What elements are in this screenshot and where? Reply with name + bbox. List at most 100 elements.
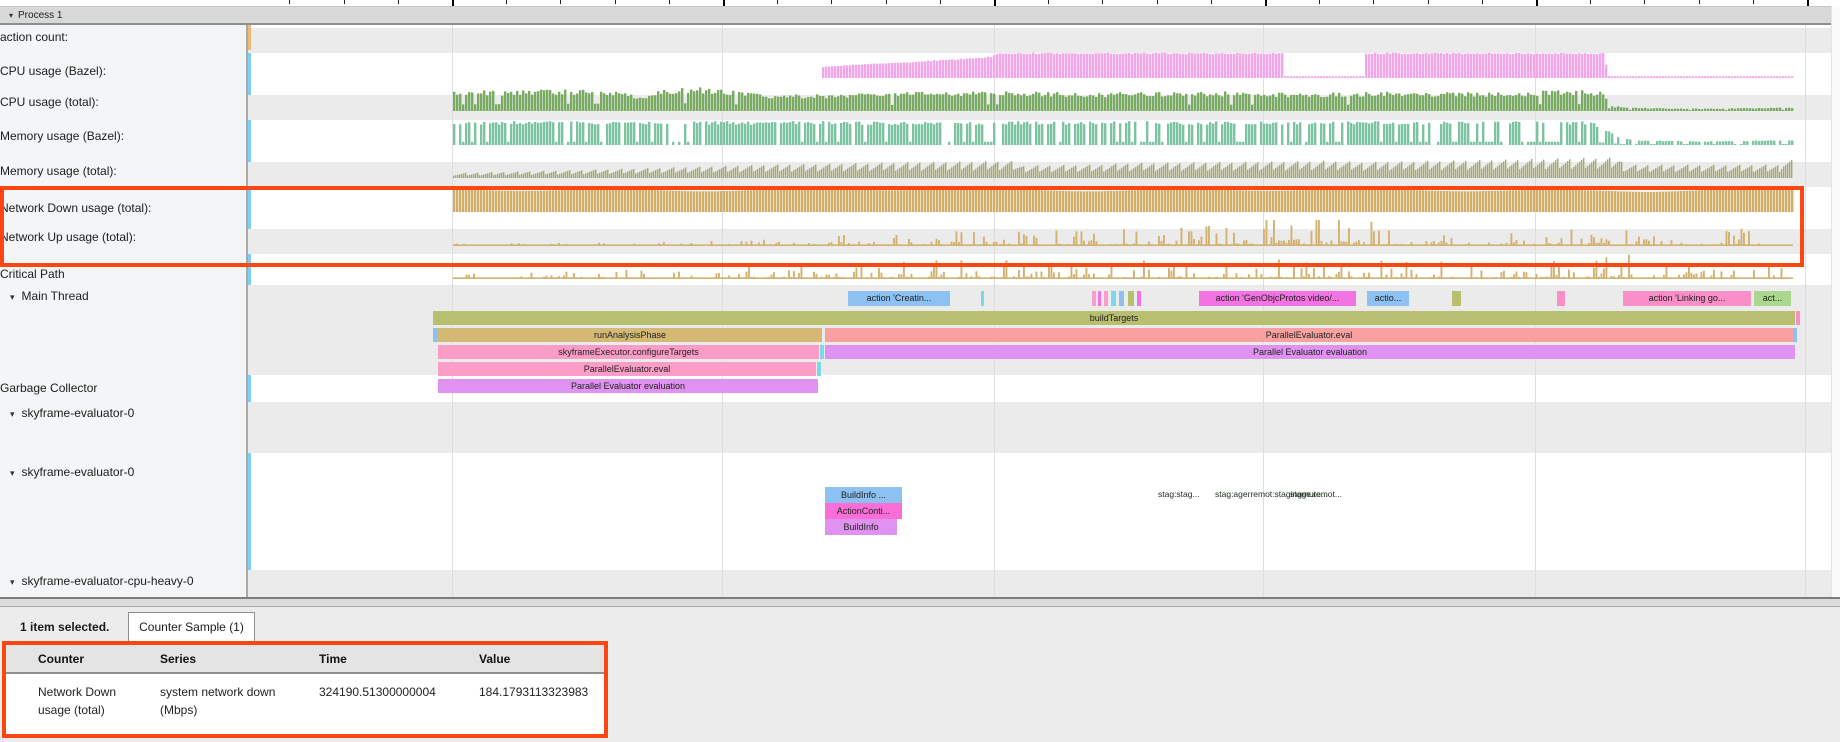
scrollbar-strip[interactable] xyxy=(1831,6,1840,597)
span-buildtargets[interactable]: buildTargets xyxy=(433,311,1795,325)
span-tick[interactable] xyxy=(1557,291,1565,306)
chart-net-down[interactable] xyxy=(248,220,1831,246)
span-buildinfo[interactable]: BuildInfo xyxy=(825,519,897,535)
selected-counter-sample-marker[interactable] xyxy=(248,25,251,50)
timeline-canvas[interactable]: action 'Creatin... action 'GenObjcProtos … xyxy=(248,25,1831,597)
span-tick[interactable] xyxy=(820,345,824,359)
span-tick[interactable] xyxy=(1793,328,1797,342)
span-tick[interactable] xyxy=(1104,291,1108,306)
track-label-main-thread[interactable]: ▾ Main Thread xyxy=(0,289,246,305)
track-label-action-count-[interactable]: action count: xyxy=(0,30,246,46)
table-row[interactable]: Network Down usage (total) system network… xyxy=(6,674,636,719)
column-header-time: Time xyxy=(319,651,347,666)
track-label-memory-usage-total-[interactable]: Memory usage (total): xyxy=(0,164,246,180)
gc-pause-tick[interactable] xyxy=(248,50,251,71)
span-skyframeexecutor-configuretargets[interactable]: skyframeExecutor.configureTargets xyxy=(438,345,819,359)
track-label-text: Main Thread xyxy=(21,289,89,303)
gridline xyxy=(1805,25,1806,597)
span-buildinfo-[interactable]: BuildInfo ... xyxy=(825,487,902,503)
chart-cpu-bazel[interactable] xyxy=(248,86,1831,111)
span-tick[interactable] xyxy=(1119,291,1124,306)
collapse-triangle-icon[interactable]: ▾ xyxy=(10,577,15,587)
gc-pause-tick[interactable] xyxy=(248,218,251,239)
chart-cpu-total[interactable] xyxy=(248,120,1831,145)
span-action-creatin-[interactable]: action 'Creatin... xyxy=(848,291,950,306)
ruler-tick xyxy=(1373,0,1375,4)
track-label-text: Network Down usage (total): xyxy=(0,201,152,215)
collapse-triangle-icon[interactable]: ▾ xyxy=(10,468,15,478)
track-label-text: skyframe-evaluator-0 xyxy=(21,406,135,420)
track-label-garbage-collector[interactable]: Garbage Collector xyxy=(0,381,246,397)
span-tick[interactable] xyxy=(433,328,438,342)
gc-pause-tick[interactable] xyxy=(248,113,251,134)
gc-pause-tick[interactable] xyxy=(248,134,251,155)
gc-pause-tick[interactable] xyxy=(248,365,251,386)
time-ruler[interactable] xyxy=(0,0,1840,6)
ruler-tick xyxy=(939,0,941,4)
span-action-linking-go-[interactable]: action 'Linking go... xyxy=(1623,291,1751,306)
ruler-tick xyxy=(723,0,725,6)
span-tick[interactable] xyxy=(1092,291,1096,306)
span-parallelevaluator-eval[interactable]: ParallelEvaluator.eval xyxy=(438,362,816,376)
ruler-tick xyxy=(614,0,616,4)
gc-pause-tick[interactable] xyxy=(248,491,251,512)
track-label-critical-path[interactable]: Critical Path xyxy=(0,267,246,283)
span-parallelevaluator-eval[interactable]: ParallelEvaluator.eval xyxy=(825,328,1793,342)
track-label-skyframe-evaluator-0[interactable]: ▾ skyframe-evaluator-0 xyxy=(0,406,246,422)
column-header-series: Series xyxy=(160,651,197,666)
gc-pause-tick[interactable] xyxy=(248,449,251,470)
collapse-triangle-icon[interactable]: ▾ xyxy=(10,409,15,419)
span-actio-[interactable]: actio... xyxy=(1367,291,1409,306)
span-runanalysisphase[interactable]: runAnalysisPhase xyxy=(438,328,822,342)
chart-action-count[interactable] xyxy=(248,52,1831,78)
staging-label: stag:agerremot:stagingmute... xyxy=(1215,489,1328,499)
span-tick[interactable] xyxy=(1137,291,1141,306)
span-parallel-evaluator-evaluation[interactable]: Parallel Evaluator evaluation xyxy=(825,345,1795,359)
track-label-cpu-usage-total-[interactable]: CPU usage (total): xyxy=(0,95,246,111)
gc-pause-tick[interactable] xyxy=(248,554,251,575)
gc-pause-tick[interactable] xyxy=(248,533,251,554)
track-label-network-up-usage-total-[interactable]: Network Up usage (total): xyxy=(0,230,246,246)
track-band xyxy=(248,402,1831,453)
span-parallel-evaluator-evaluation[interactable]: Parallel Evaluator evaluation xyxy=(438,379,818,393)
gc-pause-tick[interactable] xyxy=(248,512,251,533)
track-label-text: skyframe-evaluator-cpu-heavy-0 xyxy=(21,574,194,588)
span-actionconti-[interactable]: ActionConti... xyxy=(825,503,902,519)
ruler-tick xyxy=(1427,0,1429,4)
gc-pause-tick[interactable] xyxy=(248,260,251,281)
track-label-text: Memory usage (total): xyxy=(0,164,117,178)
span-tick[interactable] xyxy=(1128,291,1134,306)
collapse-triangle-icon[interactable]: ▾ xyxy=(10,292,15,302)
span-action-genobjcprotos-video-[interactable]: action 'GenObjcProtos video/... xyxy=(1199,291,1356,306)
gc-pause-tick[interactable] xyxy=(248,71,251,92)
ruler-tick xyxy=(1644,0,1646,4)
span-tick[interactable] xyxy=(1452,291,1461,306)
track-label-cpu-usage-bazel-[interactable]: CPU usage (Bazel): xyxy=(0,64,246,80)
chart-mem-total[interactable] xyxy=(248,187,1831,212)
span-tick[interactable] xyxy=(1111,291,1116,306)
cell-value: 184.1793113323983 xyxy=(479,685,589,699)
span-tick[interactable] xyxy=(817,362,821,376)
span-tick[interactable] xyxy=(1098,291,1101,306)
span-tick[interactable] xyxy=(1796,311,1800,325)
process-header[interactable]: ▾ Process 1 xyxy=(0,6,1831,25)
chart-net-up[interactable] xyxy=(248,254,1831,279)
gc-pause-tick[interactable] xyxy=(248,197,251,218)
track-label-network-down-usage-total-[interactable]: Network Down usage (total): xyxy=(0,201,246,217)
ruler-tick xyxy=(1102,0,1104,4)
gc-pause-tick[interactable] xyxy=(248,470,251,491)
chart-mem-bazel[interactable] xyxy=(248,153,1831,178)
tab-counter-sample[interactable]: Counter Sample (1) xyxy=(128,612,255,642)
gc-pause-tick[interactable] xyxy=(248,386,251,407)
panel-splitter[interactable] xyxy=(0,597,1840,607)
span-act-[interactable]: act... xyxy=(1754,291,1791,306)
process-title: Process 1 xyxy=(18,10,63,21)
track-label-skyframe-evaluator-0[interactable]: ▾ skyframe-evaluator-0 xyxy=(0,465,246,481)
track-label-memory-usage-bazel-[interactable]: Memory usage (Bazel): xyxy=(0,129,246,145)
ruler-tick xyxy=(1048,0,1050,4)
track-label-skyframe-evaluator-cpu-heavy-0[interactable]: ▾ skyframe-evaluator-cpu-heavy-0 xyxy=(0,574,246,590)
track-label-text: CPU usage (Bazel): xyxy=(0,64,107,78)
span-tick[interactable] xyxy=(981,291,984,306)
ruler-tick xyxy=(1752,0,1754,4)
